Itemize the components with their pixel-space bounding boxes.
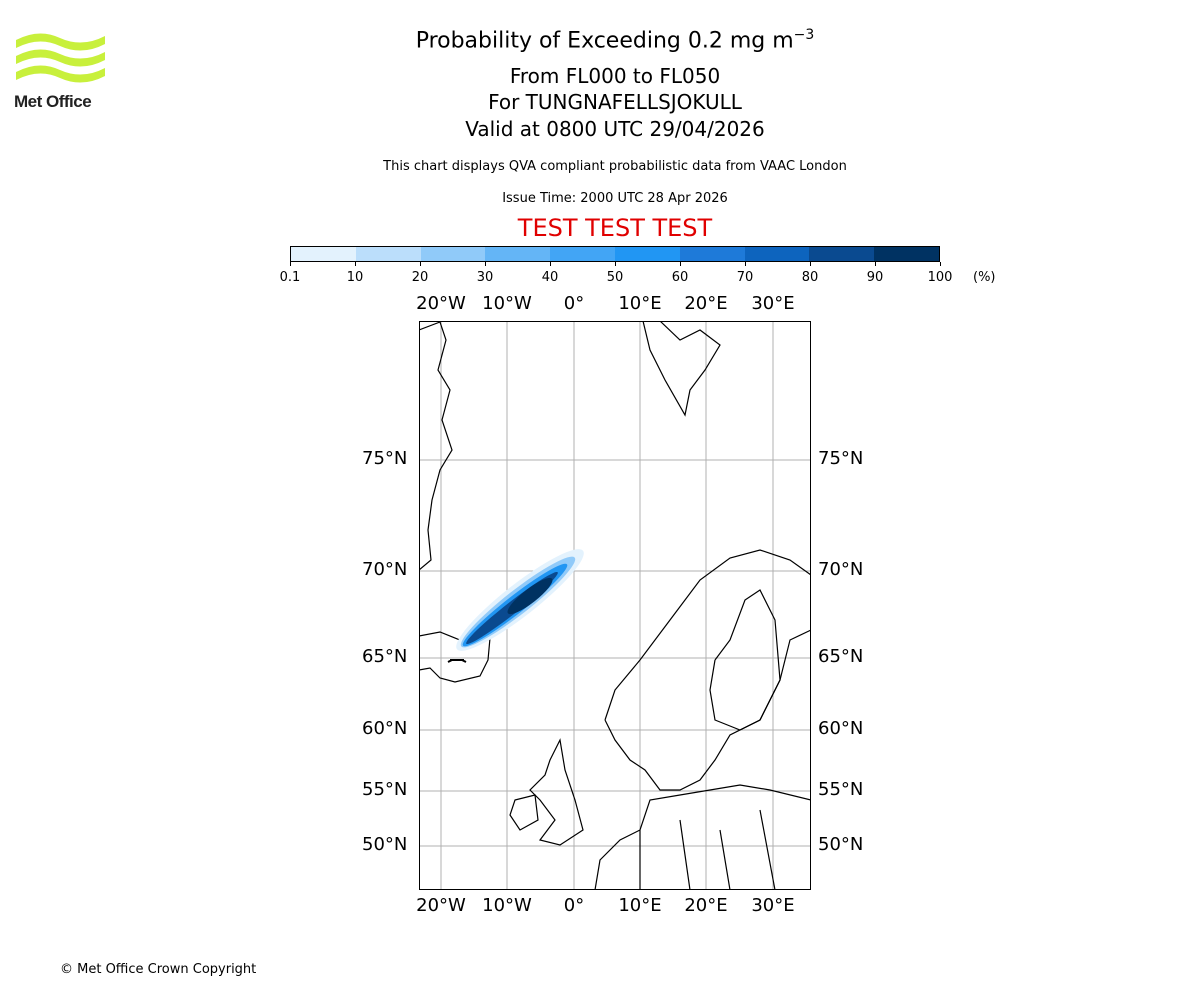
colorbar-tick-mark	[290, 262, 291, 266]
greenland-coast	[419, 321, 453, 571]
lat-label-left: 55°N	[362, 779, 408, 800]
europe-coast	[594, 784, 811, 890]
logo-text: Met Office	[14, 92, 92, 111]
lon-label-bottom: 30°E	[751, 895, 795, 916]
colorbar-segment	[874, 247, 939, 261]
colorbar-tick-mark	[420, 262, 421, 266]
finland-border	[709, 589, 781, 731]
colorbar-tick-label: 20	[411, 270, 429, 285]
lon-label-bottom: 20°E	[684, 895, 728, 916]
lon-label-top: 30°E	[751, 293, 795, 314]
colorbar-tick-mark	[680, 262, 681, 266]
lat-label-left: 70°N	[362, 559, 408, 580]
ash-plume	[456, 549, 584, 651]
colorbar-tick-mark	[745, 262, 746, 266]
colorbar-segment	[485, 247, 551, 261]
lon-label-top: 0°	[563, 293, 585, 314]
colorbar-tick-label: 30	[476, 270, 494, 285]
lat-label-right: 50°N	[818, 834, 864, 855]
colorbar-tick-label: 50	[606, 270, 624, 285]
lat-label-right: 60°N	[818, 718, 864, 739]
volcano-marker-icon	[447, 659, 467, 663]
lon-label-bottom: 10°W	[482, 895, 532, 916]
colorbar-segment	[614, 247, 680, 261]
met-office-logo: Met Office	[14, 30, 106, 112]
lon-label-bottom: 10°E	[618, 895, 662, 916]
lat-label-left: 75°N	[362, 448, 408, 469]
colorbar-tick-label: 100	[927, 270, 953, 285]
volcano-name: For TUNGNAFELLSJOKULL	[488, 90, 742, 114]
colorbar-unit: (%)	[973, 270, 996, 285]
map-frame	[419, 321, 811, 890]
colorbar-segment	[355, 247, 421, 261]
flight-level-range: From FL000 to FL050	[509, 64, 721, 88]
gridlines	[419, 321, 811, 890]
colorbar-segment	[679, 247, 745, 261]
chart-description: This chart displays QVA compliant probab…	[383, 159, 847, 174]
colorbar-tick-mark	[810, 262, 811, 266]
colorbar-tick-label: 40	[541, 270, 559, 285]
lat-label-left: 50°N	[362, 834, 408, 855]
colorbar	[290, 246, 940, 262]
colorbar-tick-label: 0.1	[279, 270, 301, 285]
copyright: © Met Office Crown Copyright	[60, 962, 257, 977]
lat-label-left: 60°N	[362, 718, 408, 739]
lat-label-right: 55°N	[818, 779, 864, 800]
lon-label-top: 20°E	[684, 293, 728, 314]
lon-label-top: 10°W	[482, 293, 532, 314]
colorbar-tick-mark	[355, 262, 356, 266]
lon-label-top: 20°W	[416, 293, 466, 314]
colorbar-tick-label: 80	[801, 270, 819, 285]
lat-label-right: 75°N	[818, 448, 864, 469]
colorbar-tick-mark	[875, 262, 876, 266]
test-banner: TEST TEST TEST	[517, 214, 713, 242]
met-office-waves-icon	[16, 33, 105, 83]
colorbar-tick-label: 60	[671, 270, 689, 285]
colorbar-tick-label: 70	[736, 270, 754, 285]
colorbar-tick-mark	[550, 262, 551, 266]
lat-label-left: 65°N	[362, 646, 408, 667]
lon-label-bottom: 20°W	[416, 895, 466, 916]
colorbar-segment	[420, 247, 486, 261]
colorbar-tick-label: 10	[346, 270, 364, 285]
issue-time: Issue Time: 2000 UTC 28 Apr 2026	[502, 191, 728, 206]
colorbar-segment	[744, 247, 810, 261]
coastlines	[419, 321, 811, 890]
colorbar-segment	[291, 247, 356, 261]
iceland-coast	[419, 629, 491, 683]
valid-time: Valid at 0800 UTC 29/04/2026	[465, 117, 765, 141]
lat-label-right: 70°N	[818, 559, 864, 580]
lat-label-right: 65°N	[818, 646, 864, 667]
scandinavia-coast	[604, 549, 811, 791]
chart-title: Probability of Exceeding 0.2 mg m−3	[415, 27, 815, 54]
colorbar-segment	[809, 247, 875, 261]
colorbar-tick-mark	[940, 262, 941, 266]
ireland-coast	[509, 794, 539, 831]
lon-label-bottom: 0°	[563, 895, 585, 916]
lon-label-top: 10°E	[618, 293, 662, 314]
colorbar-tick-mark	[615, 262, 616, 266]
colorbar-tick-label: 90	[866, 270, 884, 285]
colorbar-tick-mark	[485, 262, 486, 266]
uk-coast	[529, 738, 584, 846]
colorbar-segment	[550, 247, 615, 261]
svalbard-coast	[642, 321, 721, 417]
